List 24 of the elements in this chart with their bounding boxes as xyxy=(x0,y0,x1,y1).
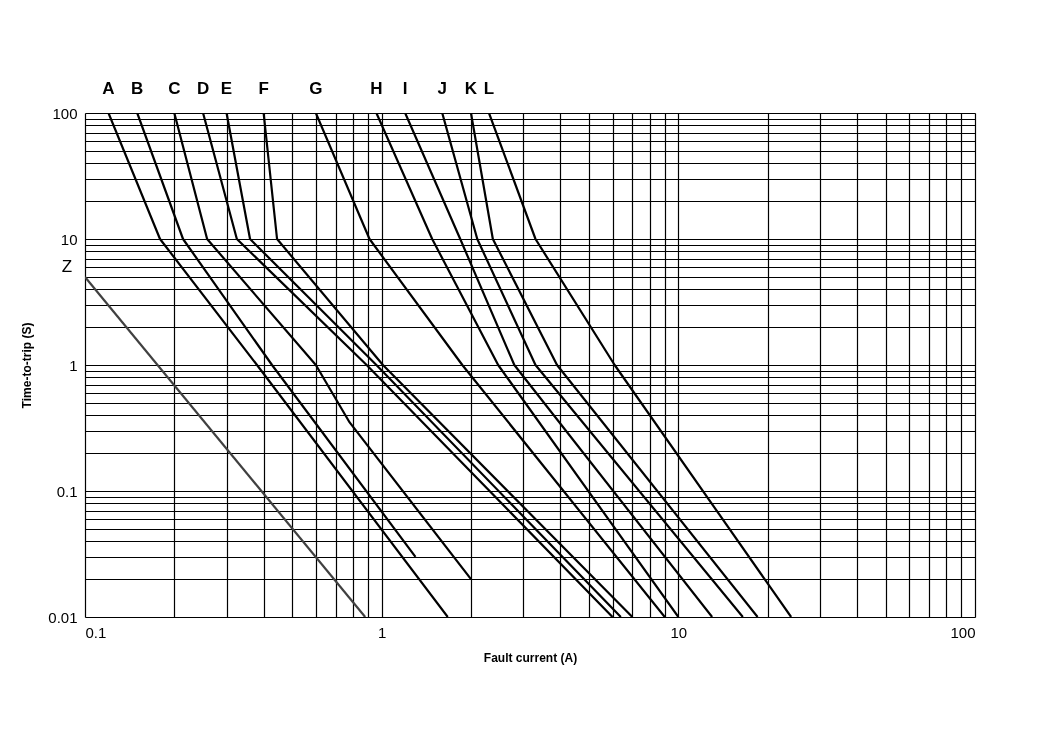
series-label: I xyxy=(402,79,408,98)
series-label: D xyxy=(196,79,210,98)
series-label: J xyxy=(437,79,447,98)
y-tick-label: 100 xyxy=(52,104,78,122)
x-tick-label: 10 xyxy=(670,623,688,641)
series-label: G xyxy=(309,79,323,98)
y-axis-title: Time-to-trip (S) xyxy=(20,322,35,409)
series-label: H xyxy=(370,79,383,98)
series-label: Z xyxy=(61,256,73,276)
series-label: L xyxy=(483,79,495,98)
series-label: B xyxy=(131,79,144,98)
x-tick-label: 100 xyxy=(950,623,976,641)
x-tick-label: 1 xyxy=(377,623,387,641)
x-axis-title: Fault current (A) xyxy=(483,650,578,665)
series-label: A xyxy=(102,79,115,98)
y-tick-label: 0.1 xyxy=(56,482,78,500)
y-tick-label: 10 xyxy=(60,230,78,248)
x-tick-label: 0.1 xyxy=(85,623,107,641)
series-label: K xyxy=(464,79,478,98)
series-label: E xyxy=(220,79,233,98)
series-label: C xyxy=(168,79,181,98)
y-tick-label: 0.01 xyxy=(48,608,78,626)
y-tick-label: 1 xyxy=(69,356,78,374)
series-label: F xyxy=(258,79,269,98)
